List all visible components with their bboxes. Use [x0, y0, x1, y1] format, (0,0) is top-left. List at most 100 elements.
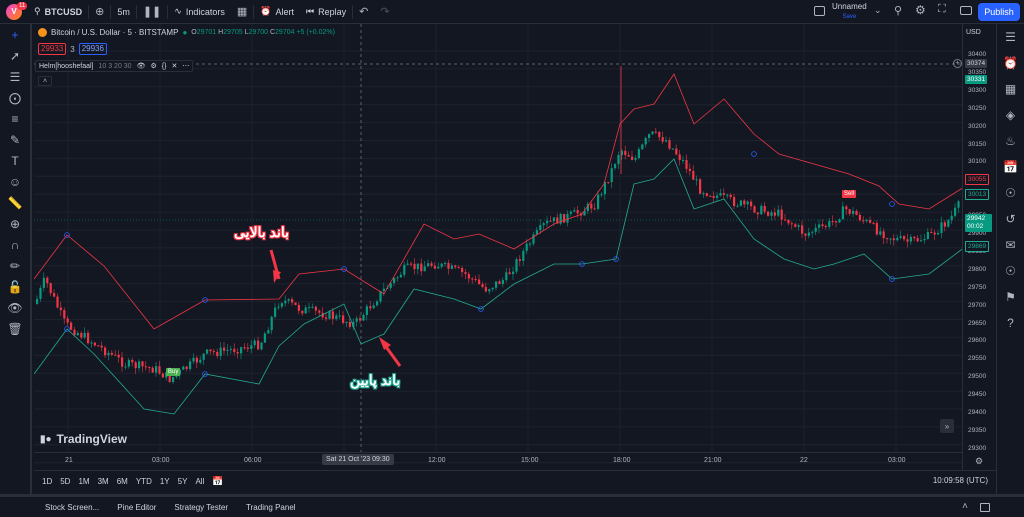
calendar-icon[interactable]: 📅 — [1003, 160, 1018, 174]
range-button-5y[interactable]: 5Y — [177, 477, 188, 486]
upper-band-annotation: باند بالایی — [234, 224, 290, 240]
ideas-bulb-icon[interactable]: ☉ — [1005, 186, 1016, 200]
layers-icon[interactable]: ◈ — [1005, 108, 1016, 122]
horizontal-lines-icon[interactable]: ☰ — [9, 69, 21, 84]
camera-icon[interactable] — [960, 6, 972, 15]
chevron-up-icon[interactable]: ˄ — [962, 501, 968, 512]
pitchfork-icon[interactable]: ⨀ — [9, 90, 21, 105]
panel-tab[interactable]: Trading Panel — [246, 502, 296, 512]
source-code-icon[interactable]: {} — [161, 62, 167, 70]
interval-button[interactable]: 5m — [117, 6, 130, 17]
close-icon[interactable]: ✕ — [171, 63, 178, 70]
candle-body — [658, 131, 661, 138]
compare-add-icon[interactable]: ⊕ — [95, 6, 105, 18]
indicator-legend[interactable]: Helm[hooshefaal] 10 3 20 30 👁 ⚙ {} ✕ ⋯ — [35, 60, 194, 72]
candle-body — [937, 232, 940, 235]
layout-grid-icon[interactable]: ▦ — [236, 6, 248, 18]
zoom-in-icon[interactable]: ⊕ — [9, 216, 21, 231]
crosshair-icon[interactable]: + — [11, 27, 19, 42]
candle-body — [875, 223, 878, 235]
settings-gear-icon[interactable]: ⚙ — [915, 3, 926, 17]
divider — [88, 4, 90, 19]
lock-drawings-icon[interactable]: ✏ — [9, 258, 21, 273]
range-button-ytd[interactable]: YTD — [135, 477, 152, 486]
eye-icon[interactable]: 👁 — [136, 63, 146, 70]
symbol-search-button[interactable]: ⚲ BTCUSD — [28, 0, 88, 24]
utc-clock[interactable]: 10:09:58 (UTC) — [932, 476, 988, 485]
ohlc-values: O29701 H29705 L29700 C29704 +5 (+0.02%) — [191, 29, 335, 36]
trash-icon[interactable]: 🗑 — [7, 321, 23, 336]
candle-body — [518, 259, 521, 261]
redo-icon[interactable]: ↷ — [380, 6, 390, 18]
user-avatar[interactable]: V 11 — [6, 1, 28, 21]
layout-name-button[interactable]: Unnamed Save — [832, 2, 867, 22]
candle-body — [651, 131, 654, 135]
layout-icon[interactable] — [814, 6, 825, 16]
notifications-bell-icon[interactable]: ⚑ — [1005, 290, 1016, 304]
time-scale[interactable] — [34, 452, 962, 470]
crosshair-add-icon[interactable]: + — [953, 59, 962, 68]
fullscreen-icon[interactable]: ⛶ — [938, 3, 946, 15]
collapse-legend-icon[interactable]: ˄ — [38, 76, 52, 86]
streams-icon[interactable]: ↺ — [1005, 212, 1016, 226]
candle-body — [335, 315, 338, 319]
candle-body — [87, 332, 90, 344]
candle-body — [277, 306, 280, 308]
goto-date-icon[interactable]: 📅 — [212, 476, 224, 486]
candle-body — [930, 231, 933, 233]
scroll-to-realtime-icon[interactable]: » — [940, 419, 954, 433]
hotlist-flame-icon[interactable]: ♨ — [1005, 134, 1016, 148]
panel-tab[interactable]: Stock Screen... — [45, 502, 100, 512]
watchlist-icon[interactable]: ☰ — [1005, 30, 1016, 44]
range-button-1m[interactable]: 1M — [78, 477, 90, 486]
data-window-icon[interactable]: ▦ — [1004, 82, 1017, 96]
settings-gear-icon[interactable]: ⚙ — [150, 63, 157, 70]
range-button-3m[interactable]: 3M — [97, 477, 109, 486]
candle-body — [957, 201, 960, 208]
alert-button[interactable]: ⏰ Alert — [254, 0, 300, 24]
lock-icon[interactable]: 🔓 — [7, 279, 23, 294]
panel-tab[interactable]: Strategy Tester — [174, 502, 229, 512]
chevron-down-icon[interactable]: ⌄ — [874, 5, 882, 15]
text-tool-icon[interactable]: T — [11, 153, 19, 168]
candle-body — [685, 160, 688, 169]
replay-button[interactable]: ⏮ Replay — [300, 0, 352, 24]
alerts-clock-icon[interactable]: ⏰ — [1003, 56, 1018, 70]
undo-icon[interactable]: ↶ — [359, 6, 369, 18]
candle-body — [777, 209, 780, 216]
brush-icon[interactable]: ✎ — [9, 132, 21, 147]
indicators-button[interactable]: ∿ Indicators — [168, 0, 231, 24]
chat-icon[interactable]: ✉ — [1005, 238, 1016, 252]
panel-tab[interactable]: Pine Editor — [117, 502, 157, 512]
quick-search-icon[interactable]: ⚲ — [894, 5, 903, 17]
candle-body — [430, 263, 433, 266]
publish-button[interactable]: Publish — [978, 3, 1020, 21]
candle-body — [318, 310, 321, 313]
fib-retracement-icon[interactable]: ≡ — [11, 111, 19, 126]
eye-icon[interactable]: 👁 — [7, 300, 23, 315]
buy-price-button[interactable]: 29936 — [78, 43, 107, 55]
range-button-1y[interactable]: 1Y — [159, 477, 170, 486]
currency-selector[interactable]: USD — [966, 29, 981, 36]
ruler-icon[interactable]: 📏 — [7, 195, 23, 210]
more-icon[interactable]: ⋯ — [182, 63, 190, 70]
broadcast-icon[interactable]: ☉ — [1005, 264, 1016, 278]
sell-price-button[interactable]: 29933 — [38, 43, 67, 55]
pivot-marker — [751, 151, 757, 157]
scale-settings-icon[interactable]: ⚙ — [975, 456, 984, 466]
price-scale[interactable] — [962, 24, 996, 470]
symbol-title[interactable]: Bitcoin / U.S. Dollar · 5 · BITSTAMP — [51, 28, 179, 37]
range-button-all[interactable]: All — [195, 477, 205, 486]
range-button-1d[interactable]: 1D — [42, 477, 53, 486]
range-button-5d[interactable]: 5D — [60, 477, 71, 486]
magnet-icon[interactable]: ∩ — [10, 237, 20, 252]
range-button-6m[interactable]: 6M — [116, 477, 128, 486]
candles-chart-type-icon[interactable]: ❚❚ — [142, 6, 162, 18]
price-chart[interactable] — [34, 24, 962, 470]
help-icon[interactable]: ? — [1007, 316, 1014, 330]
trend-line-icon[interactable]: ➚ — [9, 48, 21, 63]
emoji-icon[interactable]: ☺ — [8, 174, 22, 189]
candle-body — [501, 280, 504, 285]
maximize-panel-icon[interactable] — [980, 503, 990, 512]
candle-body — [199, 359, 202, 363]
